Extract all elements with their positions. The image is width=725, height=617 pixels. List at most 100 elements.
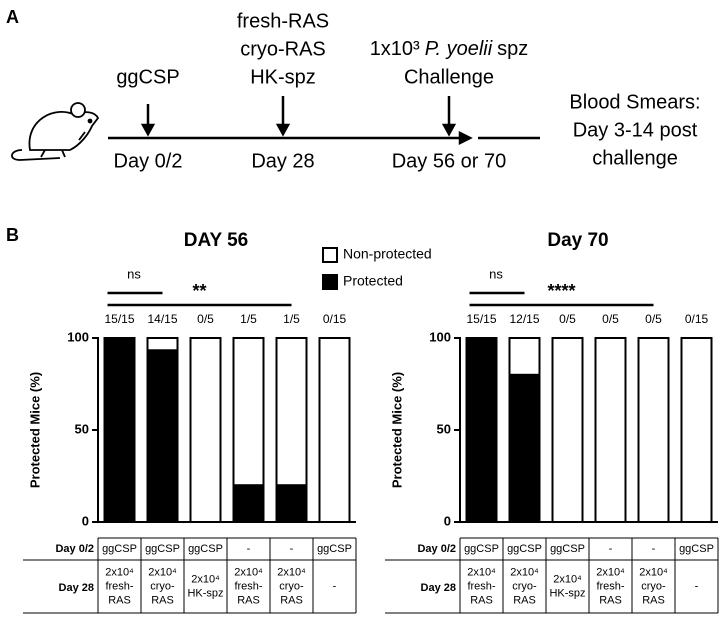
event-day: Day 28 [251,150,314,172]
value-label: 0/5 [602,312,619,326]
value-label: 14/15 [147,312,177,326]
stage: spz [497,38,528,60]
table-cell: - [247,543,251,555]
table-cell: 2x10⁴ [105,566,134,578]
value-label: 1/5 [240,312,257,326]
table-cell: fresh- [234,580,262,592]
bar-segment [551,337,584,523]
y-tick-label: 100 [429,329,451,344]
table-cell: RAS [599,594,622,606]
event-label: fresh-RAS [237,10,329,32]
bar-segment [189,337,222,523]
timeline [108,96,540,146]
table-cell: HK-spz [187,587,223,599]
table-cell: ggCSP [188,543,223,555]
dose: 1x10³ [370,38,420,60]
y-tick-label: 50 [437,421,451,436]
end-note: challenge [592,147,678,169]
table-cell: cryo- [279,580,304,592]
table-cell: RAS [108,594,131,606]
end-note: Blood Smears: [569,91,700,113]
table-cell: ggCSP [317,543,352,555]
table-cell: RAS [237,594,260,606]
bar-segment [318,337,351,523]
table-cell: - [333,580,337,592]
y-axis-label: Protected Mice (%) [389,372,404,488]
value-label: 0/5 [197,312,214,326]
row-label: Day 28 [59,582,94,594]
bar-segment [465,337,498,523]
panel-label: A [6,7,19,27]
table-cell: 2x10⁴ [148,566,177,578]
table-cell: ggCSP [507,543,542,555]
table-cell: - [290,543,294,555]
significance-label: ** [192,281,206,301]
table-cell: 2x10⁴ [510,566,539,578]
legend-label: Non-protected [343,246,432,262]
chart-title: Day 70 [547,230,608,251]
event-label: HK-spz [250,66,316,88]
table-cell: ggCSP [102,543,137,555]
value-label: 0/5 [645,312,662,326]
bar-segment [146,337,179,352]
table-cell: - [652,543,656,555]
bar-segment [146,349,179,523]
event-label: cryo-RAS [240,38,326,60]
value-label: 0/15 [685,312,709,326]
significance-label: ns [127,266,141,281]
mouse-icon [11,102,100,161]
table-cell: 2x10⁴ [467,566,496,578]
bar-segment [103,337,136,523]
panel-label: B [6,225,19,245]
value-label: 12/15 [509,312,539,326]
row-label: Day 28 [421,582,456,594]
table-cell: cryo- [641,580,666,592]
event-day: Day 0/2 [114,150,183,172]
legend-label: Protected [343,273,403,289]
challenge-dose: 1x10³ P. yoelii spz [370,38,529,60]
chart-title: DAY 56 [184,230,248,251]
table-cell: 2x10⁴ [234,566,263,578]
species: P. yoelii [425,38,493,60]
table-cell: RAS [470,594,493,606]
event-label: ggCSP [116,66,179,88]
bar-segment [232,337,265,487]
event-label: Challenge [404,66,494,88]
bar-segment [594,337,627,523]
legend-swatch [322,247,338,263]
value-label: 0/15 [323,312,347,326]
table-cell: 2x10⁴ [639,566,668,578]
event-day: Day 56 or 70 [392,150,507,172]
value-label: 15/15 [466,312,496,326]
y-tick-label: 0 [82,513,89,528]
value-label: 0/5 [559,312,576,326]
y-tick-label: 0 [444,513,451,528]
bar-segment [275,484,308,524]
table-cell: ggCSP [145,543,180,555]
table-cell: cryo- [512,580,537,592]
y-tick-label: 100 [67,329,89,344]
table-cell: RAS [513,594,536,606]
row-label: Day 0/2 [417,543,456,555]
table-cell: ggCSP [550,543,585,555]
table-cell: 2x10⁴ [191,573,220,585]
table-cell: 2x10⁴ [277,566,306,578]
significance-label: ns [489,266,503,281]
value-label: 1/5 [283,312,300,326]
table-cell: ggCSP [679,543,714,555]
bar-segment [232,484,265,524]
table-cell: ggCSP [464,543,499,555]
bar-segment [637,337,670,523]
y-axis-label: Protected Mice (%) [27,372,42,488]
table-cell: - [609,543,613,555]
table-cell: fresh- [105,580,133,592]
end-note: Day 3-14 post [573,119,698,141]
y-tick-label: 50 [75,421,89,436]
table-cell: 2x10⁴ [553,573,582,585]
table-cell: RAS [151,594,174,606]
table-cell: fresh- [467,580,495,592]
table-cell: HK-spz [549,587,585,599]
table-cell: 2x10⁴ [596,566,625,578]
table-cell: RAS [642,594,665,606]
